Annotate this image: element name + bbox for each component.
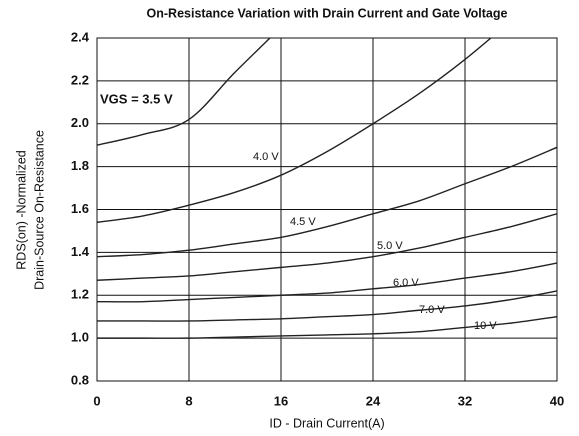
series-line bbox=[97, 213, 557, 281]
x-tick-label: 24 bbox=[366, 393, 381, 408]
series-line bbox=[97, 315, 557, 339]
y-tick-label: 1.4 bbox=[71, 244, 90, 259]
y-tick-label: 1.0 bbox=[71, 330, 89, 345]
y-tick-label: 0.8 bbox=[71, 372, 89, 387]
series-line bbox=[97, 262, 557, 303]
x-tick-label: 40 bbox=[550, 393, 564, 408]
x-tick-label: 8 bbox=[185, 393, 192, 408]
y-tick-label: 2.0 bbox=[71, 115, 89, 130]
y-tick-label: 1.2 bbox=[71, 287, 89, 302]
series-line bbox=[97, 290, 557, 322]
y-axis-label: Drain-Source On-Resistance bbox=[32, 130, 46, 290]
y-tick-label: 2.2 bbox=[71, 72, 89, 87]
y-axis-label: RDS(on) -Normalized bbox=[14, 150, 28, 270]
series-label: 7.0 V bbox=[419, 304, 445, 316]
series-line bbox=[97, 146, 557, 258]
y-tick-label: 2.4 bbox=[71, 29, 90, 44]
series-label: VGS = 3.5 V bbox=[100, 91, 173, 106]
series-label: 4.0 V bbox=[253, 151, 279, 163]
series-label: 6.0 V bbox=[393, 277, 419, 289]
plot-area bbox=[97, 38, 557, 339]
series-line bbox=[97, 38, 271, 146]
series-label: 10 V bbox=[474, 320, 497, 332]
x-tick-label: 16 bbox=[274, 393, 288, 408]
series-line bbox=[97, 38, 492, 224]
x-tick-label: 32 bbox=[458, 393, 472, 408]
y-tick-label: 1.8 bbox=[71, 158, 89, 173]
y-tick-label: 1.6 bbox=[71, 201, 89, 216]
series-label: 4.5 V bbox=[290, 216, 316, 228]
plot-frame bbox=[96, 37, 558, 382]
chart-title: On-Resistance Variation with Drain Curre… bbox=[147, 6, 508, 20]
x-tick-label: 0 bbox=[93, 393, 100, 408]
series-label: 5.0 V bbox=[377, 240, 403, 252]
x-axis-label: ID - Drain Current(A) bbox=[269, 416, 384, 430]
